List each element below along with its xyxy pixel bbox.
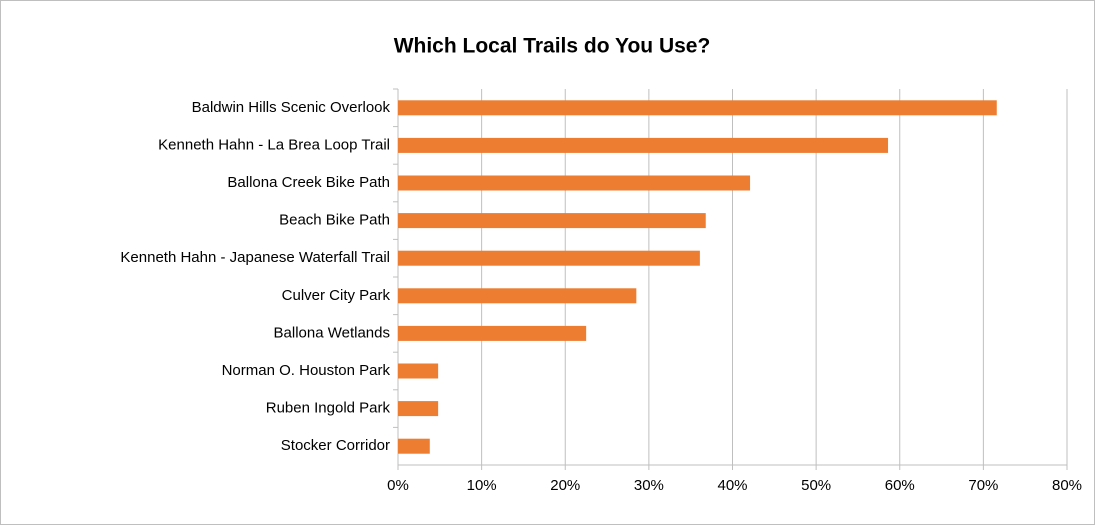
- bar: [398, 100, 997, 116]
- x-tick-label: 10%: [467, 477, 497, 494]
- y-tick-label: Kenneth Hahn - Japanese Waterfall Trail: [120, 249, 390, 266]
- bar: [398, 325, 587, 341]
- x-tick-label: 30%: [634, 477, 664, 494]
- x-tick-label: 0%: [387, 477, 409, 494]
- x-tick-label: 70%: [968, 477, 998, 494]
- bar: [398, 250, 700, 266]
- x-tick-label: 20%: [550, 477, 580, 494]
- chart-title: Which Local Trails do You Use?: [394, 35, 711, 58]
- x-tick-label: 50%: [801, 477, 831, 494]
- y-tick-label: Ruben Ingold Park: [266, 400, 391, 417]
- bar: [398, 288, 637, 304]
- x-tick-label: 80%: [1052, 477, 1082, 494]
- bar: [398, 438, 430, 454]
- y-tick-label: Stocker Corridor: [281, 437, 390, 454]
- bar: [398, 175, 751, 191]
- bar: [398, 137, 889, 153]
- y-tick-label: Baldwin Hills Scenic Overlook: [192, 99, 391, 116]
- x-tick-label: 60%: [885, 477, 915, 494]
- y-tick-label: Ballona Wetlands: [274, 324, 390, 341]
- bar: [398, 363, 439, 379]
- y-tick-label: Ballona Creek Bike Path: [227, 174, 390, 191]
- y-tick-label: Culver City Park: [282, 287, 391, 304]
- bar: [398, 213, 706, 229]
- bar: [398, 401, 439, 417]
- y-tick-label: Beach Bike Path: [279, 212, 390, 229]
- x-tick-label: 40%: [717, 477, 747, 494]
- y-tick-label: Norman O. Houston Park: [222, 362, 391, 379]
- y-tick-label: Kenneth Hahn - La Brea Loop Trail: [158, 136, 390, 153]
